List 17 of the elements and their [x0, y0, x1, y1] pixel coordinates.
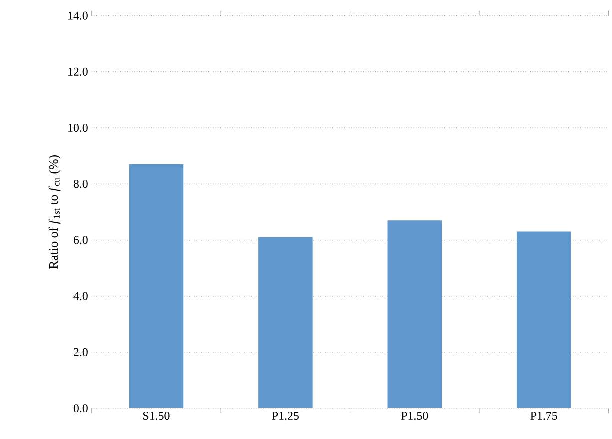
y-tick-label: 8.0 — [74, 180, 88, 188]
y-tick-label: 0.0 — [74, 404, 88, 413]
y-axis-title: Ratio of f$_{1st}$ to f$_{cu}$ (%) — [48, 156, 61, 270]
bar — [129, 164, 184, 409]
x-tick-label: P1.75 — [530, 412, 558, 420]
y-tick-label: 14.0 — [68, 12, 88, 20]
y-tick-label: 4.0 — [74, 292, 88, 301]
bar — [388, 220, 442, 409]
x-tick-label: P1.50 — [401, 412, 428, 420]
x-tick-label: P1.25 — [272, 412, 299, 420]
y-tick-label: 10.0 — [68, 124, 88, 132]
bar — [516, 232, 572, 409]
x-tick-label: S1.50 — [144, 412, 170, 420]
y-tick-label: 6.0 — [74, 236, 88, 244]
bar — [258, 238, 313, 409]
y-tick-label: 2.0 — [74, 348, 88, 357]
y-tick-label: 12.0 — [68, 68, 88, 76]
